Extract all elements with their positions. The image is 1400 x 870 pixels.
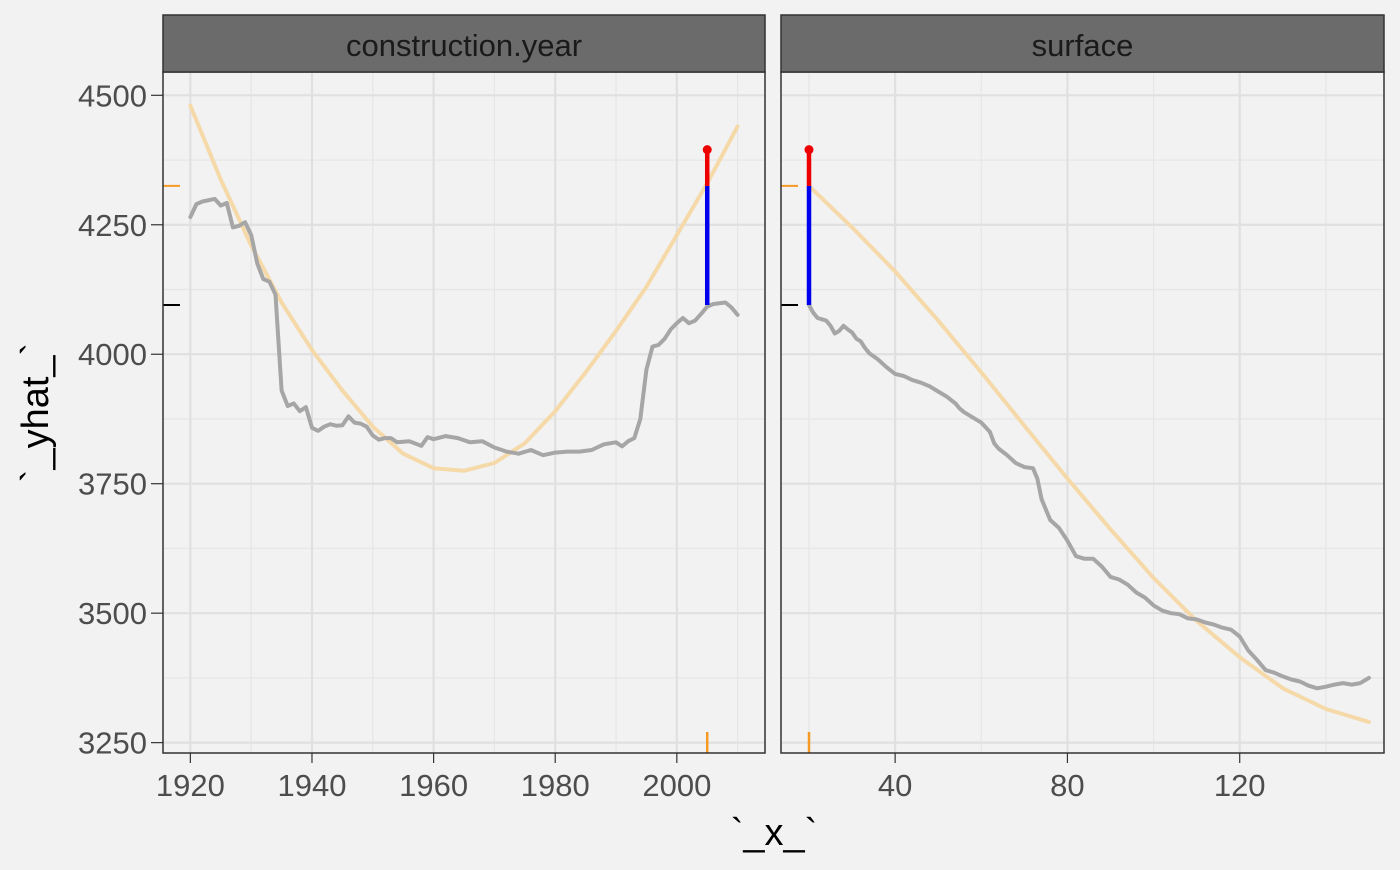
x-tick-label: 40 <box>878 768 912 803</box>
y-tick-label: 3250 <box>78 726 147 761</box>
y-axis-title: `_yhat_` <box>15 343 57 482</box>
panel-background <box>163 72 765 753</box>
x-tick-label: 2000 <box>642 768 711 803</box>
y-tick-label: 4000 <box>78 337 147 372</box>
x-tick-label: 1920 <box>156 768 225 803</box>
x-axis-title: `_x_` <box>731 812 818 854</box>
strip-background <box>162 14 766 73</box>
strip-label: surface <box>1032 28 1134 63</box>
y-tick-label: 3500 <box>78 596 147 631</box>
strip-label: construction.year <box>346 28 582 63</box>
profile-line <box>807 303 1371 691</box>
panel-construction-year: construction.year 1920 1940 1960 1980 2000 <box>156 14 766 803</box>
smooth-curve <box>188 103 740 473</box>
x-tick-label: 80 <box>1050 768 1084 803</box>
x-tick-label: 1940 <box>277 768 346 803</box>
panel-background <box>781 72 1384 753</box>
observation-point <box>804 145 814 155</box>
x-tick-label: 120 <box>1214 768 1266 803</box>
profile-line <box>188 196 740 458</box>
y-tick-label: 4500 <box>78 78 147 113</box>
panel-surface: surface 40 80 120 <box>780 14 1385 803</box>
y-tick-label: 3750 <box>78 467 147 502</box>
x-tick-label: 1960 <box>399 768 468 803</box>
y-tick-label: 4250 <box>78 208 147 243</box>
observation-point <box>702 145 712 155</box>
smooth-curve <box>807 183 1371 724</box>
strip-background <box>780 14 1385 73</box>
x-tick-label: 1980 <box>521 768 590 803</box>
